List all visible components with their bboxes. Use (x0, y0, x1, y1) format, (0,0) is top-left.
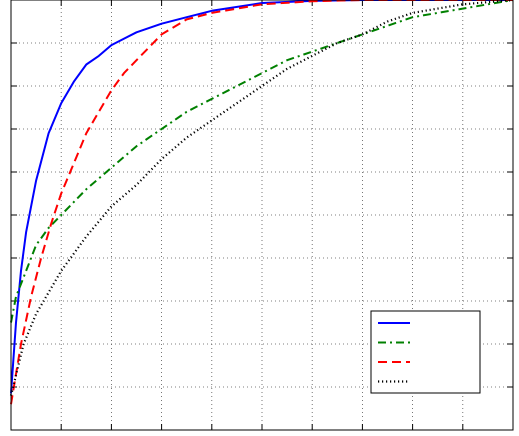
series-line-green-dashdot (10, 0, 514, 323)
series-line-red-dashed (10, 0, 513, 405)
series-line-black-dotted (9, 0, 514, 396)
plot-frame (10, 0, 514, 431)
legend-box (370, 310, 481, 394)
legend (370, 310, 481, 394)
